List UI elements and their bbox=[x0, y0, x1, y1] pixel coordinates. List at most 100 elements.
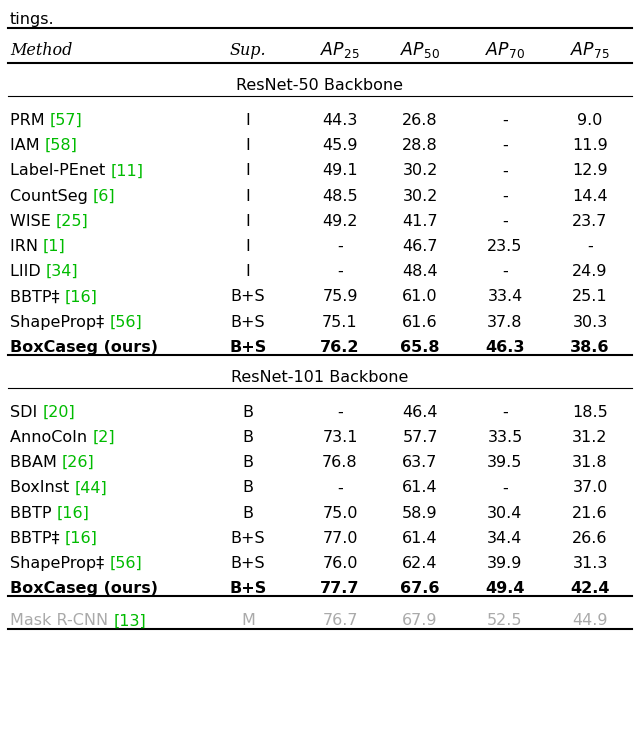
Text: B+S: B+S bbox=[230, 315, 266, 329]
Text: B+S: B+S bbox=[230, 531, 266, 545]
Text: 61.4: 61.4 bbox=[402, 531, 438, 545]
Text: Label-PEnet: Label-PEnet bbox=[10, 163, 110, 179]
Text: 65.8: 65.8 bbox=[400, 340, 440, 355]
Text: B: B bbox=[243, 455, 253, 470]
Text: 31.3: 31.3 bbox=[572, 556, 608, 571]
Text: BBTP‡: BBTP‡ bbox=[10, 290, 65, 304]
Text: 75.9: 75.9 bbox=[323, 290, 358, 304]
Text: 48.5: 48.5 bbox=[322, 188, 358, 204]
Text: -: - bbox=[337, 480, 343, 495]
Text: 41.7: 41.7 bbox=[402, 214, 438, 229]
Text: 77.0: 77.0 bbox=[323, 531, 358, 545]
Text: Method: Method bbox=[10, 41, 72, 59]
Text: 11.9: 11.9 bbox=[572, 138, 608, 153]
Text: [56]: [56] bbox=[109, 315, 142, 329]
Text: AnnoCoIn: AnnoCoIn bbox=[10, 430, 92, 445]
Text: 33.4: 33.4 bbox=[488, 290, 523, 304]
Text: -: - bbox=[337, 264, 343, 279]
Text: I: I bbox=[246, 264, 250, 279]
Text: BBAM: BBAM bbox=[10, 455, 62, 470]
Text: 34.4: 34.4 bbox=[487, 531, 523, 545]
Text: 30.3: 30.3 bbox=[572, 315, 607, 329]
Text: WISE: WISE bbox=[10, 214, 56, 229]
Text: 14.4: 14.4 bbox=[572, 188, 608, 204]
Text: CountSeg: CountSeg bbox=[10, 188, 93, 204]
Text: [44]: [44] bbox=[74, 480, 107, 495]
Text: 76.0: 76.0 bbox=[323, 556, 358, 571]
Text: 46.3: 46.3 bbox=[485, 340, 525, 355]
Text: -: - bbox=[502, 138, 508, 153]
Text: 75.1: 75.1 bbox=[322, 315, 358, 329]
Text: 46.4: 46.4 bbox=[403, 405, 438, 420]
Text: [16]: [16] bbox=[65, 290, 98, 304]
Text: B+S: B+S bbox=[230, 556, 266, 571]
Text: [1]: [1] bbox=[43, 239, 66, 254]
Text: 31.2: 31.2 bbox=[572, 430, 608, 445]
Text: SDI: SDI bbox=[10, 405, 42, 420]
Text: Sup.: Sup. bbox=[230, 41, 266, 59]
Text: -: - bbox=[502, 113, 508, 128]
Text: -: - bbox=[337, 405, 343, 420]
Text: I: I bbox=[246, 188, 250, 204]
Text: 26.8: 26.8 bbox=[402, 113, 438, 128]
Text: 44.9: 44.9 bbox=[572, 613, 608, 628]
Text: 39.5: 39.5 bbox=[487, 455, 523, 470]
Text: PRM: PRM bbox=[10, 113, 50, 128]
Text: 57.7: 57.7 bbox=[403, 430, 438, 445]
Text: M: M bbox=[241, 613, 255, 628]
Text: B: B bbox=[243, 430, 253, 445]
Text: 58.9: 58.9 bbox=[402, 506, 438, 520]
Text: 30.2: 30.2 bbox=[403, 188, 438, 204]
Text: -: - bbox=[502, 480, 508, 495]
Text: -: - bbox=[502, 188, 508, 204]
Text: [56]: [56] bbox=[109, 556, 142, 571]
Text: 24.9: 24.9 bbox=[572, 264, 608, 279]
Text: 75.0: 75.0 bbox=[323, 506, 358, 520]
Text: ShapeProp‡: ShapeProp‡ bbox=[10, 556, 109, 571]
Text: 76.7: 76.7 bbox=[323, 613, 358, 628]
Text: 18.5: 18.5 bbox=[572, 405, 608, 420]
Text: 26.6: 26.6 bbox=[572, 531, 608, 545]
Text: LIID: LIID bbox=[10, 264, 46, 279]
Text: 77.7: 77.7 bbox=[320, 581, 360, 596]
Text: B+S: B+S bbox=[230, 290, 266, 304]
Text: ResNet-50 Backbone: ResNet-50 Backbone bbox=[237, 78, 403, 93]
Text: 76.8: 76.8 bbox=[322, 455, 358, 470]
Text: 21.6: 21.6 bbox=[572, 506, 608, 520]
Text: ResNet-101 Backbone: ResNet-101 Backbone bbox=[231, 370, 409, 384]
Text: [16]: [16] bbox=[65, 531, 98, 545]
Text: [20]: [20] bbox=[42, 405, 75, 420]
Text: I: I bbox=[246, 214, 250, 229]
Text: 38.6: 38.6 bbox=[570, 340, 610, 355]
Text: tings.: tings. bbox=[10, 12, 54, 27]
Text: [13]: [13] bbox=[113, 613, 146, 628]
Text: 52.5: 52.5 bbox=[487, 613, 523, 628]
Text: BBTP‡: BBTP‡ bbox=[10, 531, 65, 545]
Text: [16]: [16] bbox=[56, 506, 90, 520]
Text: [2]: [2] bbox=[92, 430, 115, 445]
Text: 42.4: 42.4 bbox=[570, 581, 610, 596]
Text: [25]: [25] bbox=[56, 214, 89, 229]
Text: -: - bbox=[587, 239, 593, 254]
Text: 23.5: 23.5 bbox=[487, 239, 523, 254]
Text: 67.9: 67.9 bbox=[403, 613, 438, 628]
Text: [58]: [58] bbox=[45, 138, 77, 153]
Text: 67.6: 67.6 bbox=[400, 581, 440, 596]
Text: $\mathit{AP}_{70}$: $\mathit{AP}_{70}$ bbox=[485, 40, 525, 60]
Text: -: - bbox=[502, 405, 508, 420]
Text: 46.7: 46.7 bbox=[403, 239, 438, 254]
Text: B: B bbox=[243, 506, 253, 520]
Text: 44.3: 44.3 bbox=[323, 113, 358, 128]
Text: 25.1: 25.1 bbox=[572, 290, 608, 304]
Text: 45.9: 45.9 bbox=[323, 138, 358, 153]
Text: 31.8: 31.8 bbox=[572, 455, 608, 470]
Text: [57]: [57] bbox=[50, 113, 83, 128]
Text: $\mathit{AP}_{75}$: $\mathit{AP}_{75}$ bbox=[570, 40, 610, 60]
Text: BoxCaseg (ours): BoxCaseg (ours) bbox=[10, 340, 158, 355]
Text: 37.0: 37.0 bbox=[572, 480, 608, 495]
Text: [26]: [26] bbox=[62, 455, 95, 470]
Text: 23.7: 23.7 bbox=[572, 214, 608, 229]
Text: [34]: [34] bbox=[46, 264, 79, 279]
Text: 76.2: 76.2 bbox=[320, 340, 360, 355]
Text: 73.1: 73.1 bbox=[323, 430, 358, 445]
